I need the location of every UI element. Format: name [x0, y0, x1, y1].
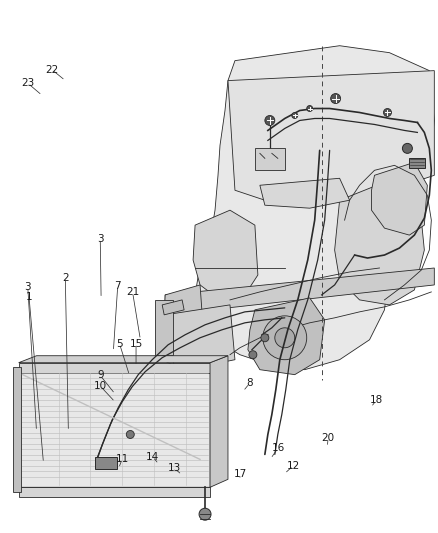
FancyBboxPatch shape: [410, 158, 425, 168]
Text: 8: 8: [246, 378, 253, 389]
Polygon shape: [193, 210, 258, 300]
Circle shape: [249, 351, 257, 359]
Text: 14: 14: [146, 451, 159, 462]
Bar: [19, 362, 210, 373]
Polygon shape: [260, 178, 350, 208]
Text: 20: 20: [321, 433, 335, 442]
Circle shape: [199, 508, 211, 520]
Text: 2: 2: [62, 273, 69, 283]
Circle shape: [126, 431, 134, 439]
Polygon shape: [19, 356, 228, 362]
Circle shape: [403, 143, 413, 154]
Text: 16: 16: [271, 443, 285, 453]
Polygon shape: [165, 268, 434, 315]
Circle shape: [261, 334, 269, 342]
Bar: [19, 487, 210, 497]
Polygon shape: [335, 180, 424, 305]
Circle shape: [265, 116, 275, 125]
Text: 10: 10: [94, 381, 107, 391]
Circle shape: [307, 106, 313, 111]
Text: 11: 11: [116, 454, 129, 464]
Text: 3: 3: [25, 281, 31, 292]
Text: 13: 13: [168, 463, 181, 473]
Text: 5: 5: [116, 338, 123, 349]
Polygon shape: [165, 305, 235, 372]
Polygon shape: [162, 285, 205, 368]
Text: 21: 21: [126, 287, 139, 297]
Polygon shape: [248, 298, 325, 375]
Bar: [13, 367, 21, 492]
Polygon shape: [210, 356, 228, 487]
Circle shape: [292, 112, 298, 118]
Polygon shape: [228, 71, 434, 200]
Text: 7: 7: [114, 281, 121, 291]
Circle shape: [263, 316, 307, 360]
Text: 12: 12: [286, 461, 300, 471]
Bar: [155, 300, 173, 355]
Circle shape: [331, 94, 341, 103]
Text: 9: 9: [97, 370, 103, 381]
Text: 23: 23: [21, 78, 35, 88]
Text: 18: 18: [370, 395, 383, 406]
Circle shape: [384, 109, 392, 117]
Polygon shape: [195, 46, 434, 370]
Text: 1: 1: [26, 292, 32, 302]
Text: 15: 15: [129, 338, 143, 349]
Polygon shape: [162, 300, 184, 315]
FancyBboxPatch shape: [95, 457, 117, 470]
Circle shape: [275, 328, 295, 348]
Polygon shape: [371, 163, 427, 235]
Text: 22: 22: [46, 65, 59, 75]
Bar: [19, 370, 210, 487]
Text: 3: 3: [97, 234, 103, 244]
FancyBboxPatch shape: [255, 148, 285, 171]
Text: 17: 17: [233, 469, 247, 479]
